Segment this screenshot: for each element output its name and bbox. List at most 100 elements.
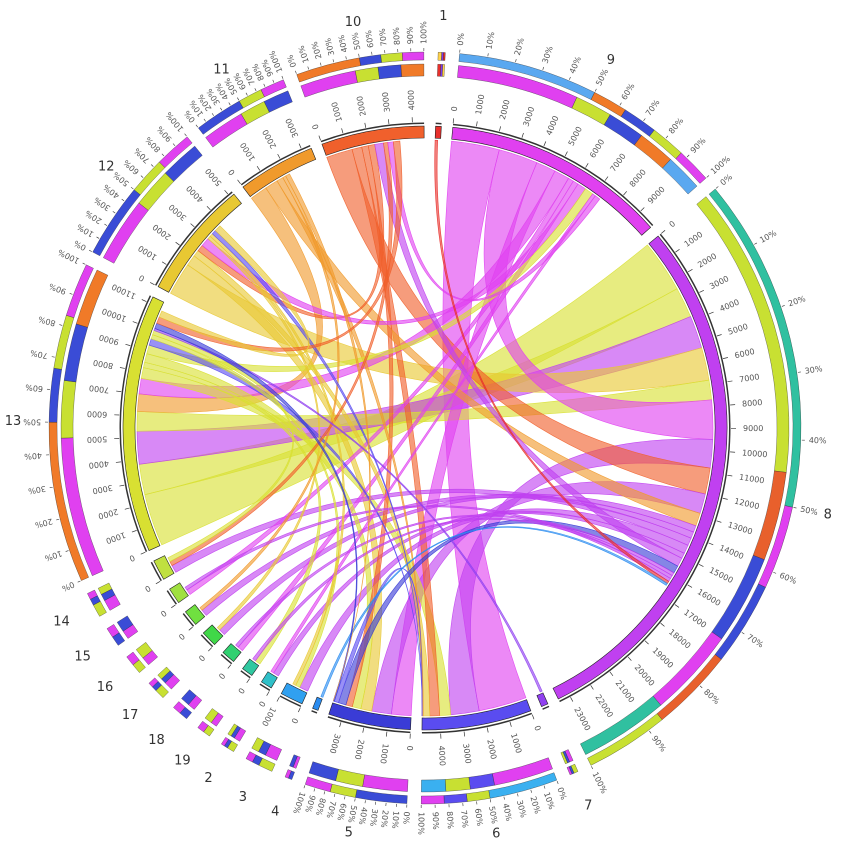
segment-label-10: 10 bbox=[345, 15, 362, 30]
tick-label-11-3: 3000 bbox=[284, 117, 300, 139]
pct-tick-12-3 bbox=[113, 211, 115, 213]
pct-tick-11-8 bbox=[264, 84, 265, 87]
pct-tick-13-8 bbox=[59, 325, 62, 326]
tick-label-8-1: 1000 bbox=[683, 230, 705, 249]
bar-source-13-0 bbox=[61, 438, 103, 576]
tick-label-8-13: 13000 bbox=[727, 520, 754, 536]
tick-label-8-9: 9000 bbox=[743, 424, 763, 433]
pct-tick-6-0 bbox=[557, 781, 558, 784]
tick-8-7 bbox=[727, 381, 732, 382]
tick-label-9-5: 5000 bbox=[567, 125, 584, 147]
segment-label-17: 17 bbox=[122, 708, 139, 723]
tick-label-9-0: 0 bbox=[450, 106, 459, 112]
tick-label-8-12: 12000 bbox=[733, 497, 760, 512]
pct-label-5-3: 30% bbox=[368, 808, 379, 827]
tick-9-1 bbox=[476, 121, 477, 126]
pct-label-10-7: 70% bbox=[378, 28, 389, 47]
pct-label-5-4: 40% bbox=[357, 806, 369, 825]
pct-label-5-0: 0% bbox=[401, 811, 411, 825]
tick-8-17 bbox=[675, 605, 679, 608]
segment-label-2: 2 bbox=[204, 771, 212, 786]
tick-12-0 bbox=[150, 282, 154, 284]
tick-label-8-8: 8000 bbox=[742, 398, 763, 409]
pct-label-13-1: 10% bbox=[43, 549, 63, 563]
tick-label-9-7: 7000 bbox=[608, 152, 627, 174]
tick-6-3 bbox=[464, 731, 465, 736]
pct-tick-11-4 bbox=[229, 103, 231, 106]
pct-tick-11-5 bbox=[237, 98, 238, 101]
tick-13-9 bbox=[125, 344, 130, 345]
pct-label-13-5: 50% bbox=[23, 417, 41, 426]
pct-tick-5-7 bbox=[334, 794, 335, 797]
segment-label-7: 7 bbox=[584, 799, 592, 814]
tick-12-5 bbox=[225, 190, 228, 194]
tick-9-8 bbox=[623, 191, 626, 195]
tick-label-13-6: 6000 bbox=[87, 409, 108, 419]
tick-label-17-0: 0 bbox=[197, 653, 207, 663]
tick-label-5-1: 1000 bbox=[378, 743, 389, 764]
pct-tick-11-6 bbox=[246, 93, 247, 96]
pct-tick-9-10 bbox=[707, 175, 709, 177]
tick-label-8-3: 3000 bbox=[708, 274, 730, 291]
bar-source-5-1 bbox=[336, 769, 365, 786]
segment-label-5: 5 bbox=[345, 825, 353, 840]
bar-source-5-0 bbox=[363, 775, 409, 792]
tick-8-5 bbox=[717, 334, 722, 336]
segment-axis-7 bbox=[542, 706, 549, 710]
segment-label-19: 19 bbox=[174, 753, 191, 768]
tick-label-11-2: 2000 bbox=[261, 128, 279, 150]
segment-label-9: 9 bbox=[607, 53, 615, 68]
pct-tick-6-2 bbox=[531, 790, 532, 793]
tick-label-13-0: 0 bbox=[128, 553, 136, 563]
tick-5-3 bbox=[340, 722, 341, 727]
tick-label-13-11: 11000 bbox=[110, 282, 137, 301]
pct-label-13-2: 20% bbox=[34, 517, 54, 530]
tick-label-8-10: 10000 bbox=[742, 448, 768, 459]
tick-label-13-4: 4000 bbox=[88, 459, 109, 470]
tick-label-5-2: 2000 bbox=[353, 739, 366, 761]
tick-label-13-5: 5000 bbox=[87, 434, 108, 444]
tick-5-1 bbox=[386, 732, 387, 737]
tick-label-6-1: 1000 bbox=[509, 732, 523, 754]
pct-label-12-2: 20% bbox=[83, 208, 103, 225]
pct-label-8-10: 100% bbox=[590, 771, 608, 796]
pct-tick-11-3 bbox=[220, 108, 222, 111]
pct-label-6-8: 80% bbox=[445, 811, 455, 830]
segment-label-6: 6 bbox=[492, 826, 500, 841]
pct-label-9-6: 60% bbox=[620, 81, 637, 101]
pct-label-5-1: 10% bbox=[390, 811, 400, 830]
segment-label-11: 11 bbox=[213, 62, 230, 77]
tick-8-16 bbox=[688, 585, 692, 588]
tick-13-10 bbox=[133, 322, 138, 324]
segment-arc-4 bbox=[313, 697, 323, 710]
pct-label-12-10: 100% bbox=[164, 110, 186, 134]
tick-9-9 bbox=[641, 207, 645, 211]
pct-tick-5-8 bbox=[324, 791, 325, 794]
tick-label-6-2: 2000 bbox=[485, 738, 498, 760]
pct-tick-6-3 bbox=[517, 793, 518, 796]
segment-label-4: 4 bbox=[271, 804, 279, 819]
tick-8-11 bbox=[727, 475, 732, 476]
tick-label-16-0: 0 bbox=[177, 631, 187, 641]
tick-label-12-2: 2000 bbox=[151, 222, 173, 241]
tick-label-10-0: 0 bbox=[311, 123, 321, 131]
tick-17-0 bbox=[208, 647, 211, 651]
tick-label-8-16: 16000 bbox=[696, 587, 722, 608]
tick-label-9-3: 3000 bbox=[521, 106, 536, 128]
bar-target-5-1 bbox=[330, 784, 357, 797]
pct-tick-9-6 bbox=[620, 103, 622, 106]
pct-tick-13-10 bbox=[83, 263, 86, 264]
pct-tick-8-10 bbox=[591, 766, 592, 769]
tick-8-6 bbox=[723, 358, 728, 359]
pct-label-10-4: 40% bbox=[337, 34, 350, 54]
pct-label-12-6: 60% bbox=[121, 158, 141, 177]
tick-8-19 bbox=[645, 641, 649, 644]
pct-label-9-0: 0% bbox=[456, 32, 466, 46]
pct-label-10-5: 50% bbox=[350, 31, 362, 50]
pct-tick-8-9 bbox=[649, 731, 651, 733]
bar-target-1-0 bbox=[438, 52, 442, 60]
segment-label-15: 15 bbox=[74, 650, 91, 665]
pct-label-6-10: 100% bbox=[416, 812, 425, 835]
tick-8-4 bbox=[709, 312, 714, 314]
tick-label-9-8: 8000 bbox=[628, 168, 648, 189]
